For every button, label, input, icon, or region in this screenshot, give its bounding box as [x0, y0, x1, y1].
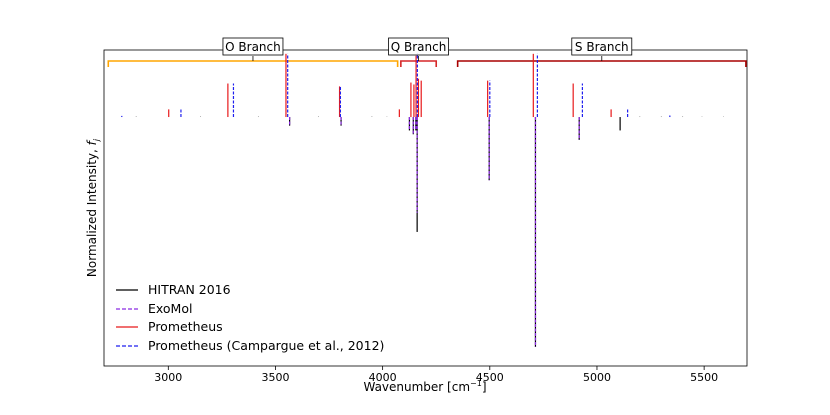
- legend-label-prometheus: Prometheus: [148, 319, 223, 334]
- spectral-lines: [121, 53, 724, 347]
- x-tick-label: 3500: [261, 371, 289, 384]
- y-axis-label-text: Normalized Intensity,: [85, 145, 99, 277]
- x-tick-label: 4000: [369, 371, 397, 384]
- branch-label: Q Branch: [391, 40, 447, 54]
- legend-label-hitran: HITRAN 2016: [148, 282, 231, 297]
- x-tick-label: 3000: [154, 371, 182, 384]
- legend-label-exomol: ExoMol: [148, 301, 192, 316]
- branch-bracket: [400, 60, 438, 67]
- branch-annotations: O Branch Q Branch S Branch: [107, 37, 747, 67]
- x-axis-label: Wavenumber [cm−1]: [363, 379, 486, 394]
- x-axis-label-end: ]: [482, 380, 487, 394]
- x-axis-label-sup: −1: [470, 379, 482, 388]
- branch-label-box: [388, 37, 449, 56]
- branch-label-box: [571, 37, 633, 56]
- branch-bracket: [456, 60, 747, 67]
- y-axis-label-var: f: [85, 139, 99, 145]
- branch-bracket: [107, 60, 399, 67]
- branch-label: S Branch: [575, 40, 629, 54]
- x-axis-ticks: 3000 3500 4000 4500 5000 5500: [154, 366, 718, 384]
- branch-label-box: [222, 37, 284, 56]
- x-tick-label: 5500: [690, 371, 718, 384]
- legend: HITRAN 2016 ExoMol Prometheus Prometheus…: [116, 282, 384, 353]
- x-axis-label-text: Wavenumber [cm: [363, 380, 470, 394]
- y-axis-label: Normalized Intensity, fj: [85, 138, 101, 277]
- legend-label-campargue: Prometheus (Campargue et al., 2012): [148, 338, 384, 353]
- x-tick-label: 5000: [583, 371, 611, 384]
- y-axis-label-sub: j: [92, 138, 101, 142]
- branch-label: O Branch: [225, 40, 281, 54]
- x-tick-label: 4500: [476, 371, 504, 384]
